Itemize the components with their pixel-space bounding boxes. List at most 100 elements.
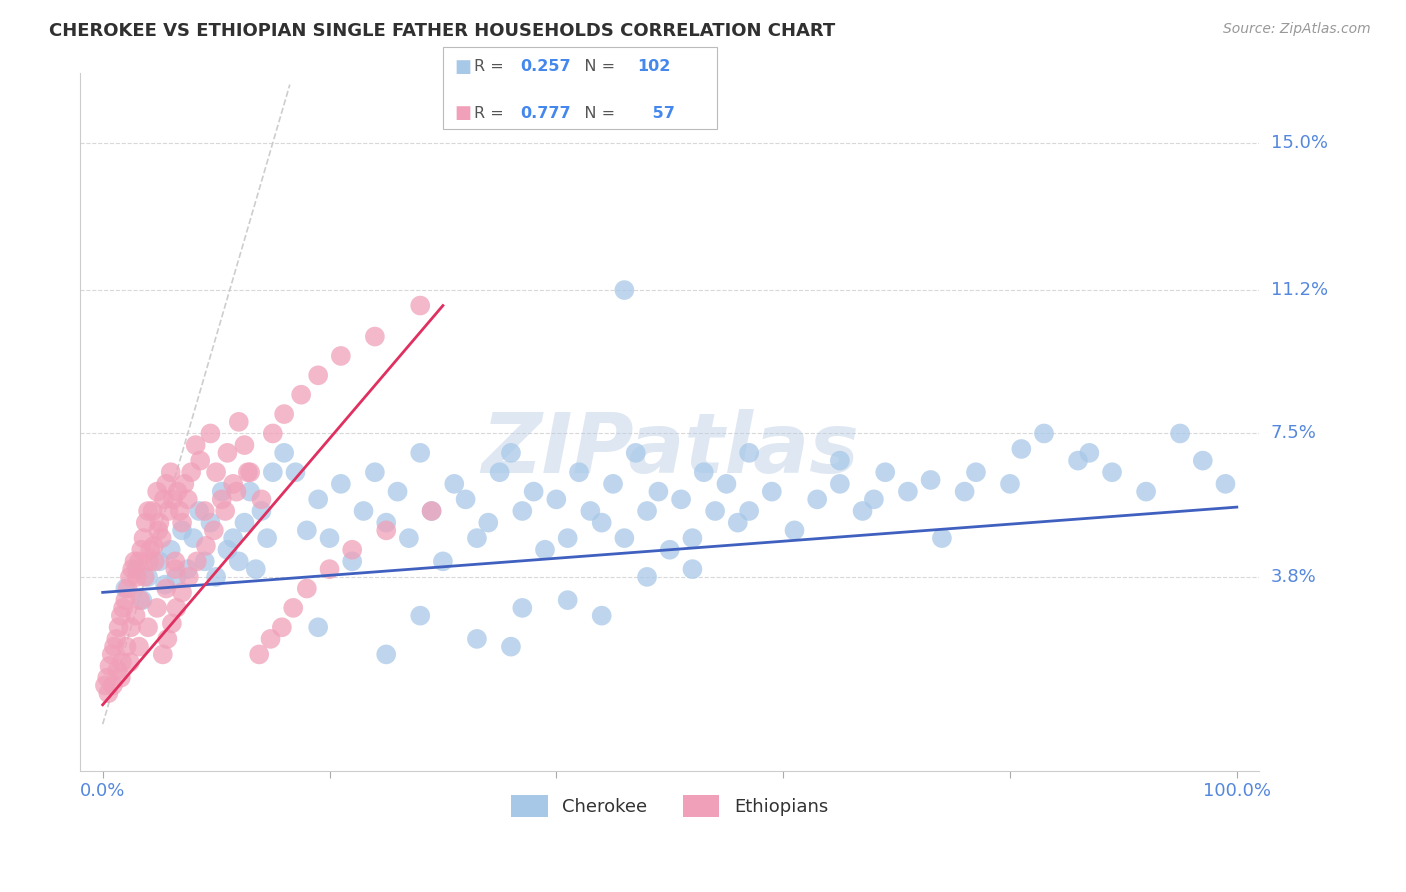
Point <box>153 492 176 507</box>
Point <box>340 554 363 568</box>
Point <box>1010 442 1032 456</box>
Point <box>340 542 363 557</box>
Point <box>120 620 142 634</box>
Point <box>228 415 250 429</box>
Point <box>375 524 398 538</box>
Point <box>364 329 387 343</box>
Point <box>194 554 217 568</box>
Point <box>101 678 124 692</box>
Point <box>783 524 806 538</box>
Point <box>828 453 851 467</box>
Text: CHEROKEE VS ETHIOPIAN SINGLE FATHER HOUSEHOLDS CORRELATION CHART: CHEROKEE VS ETHIOPIAN SINGLE FATHER HOUS… <box>49 22 835 40</box>
Point <box>245 562 267 576</box>
Point <box>233 438 256 452</box>
Point <box>129 542 152 557</box>
Text: N =: N = <box>569 106 620 120</box>
Point <box>165 554 187 568</box>
Point <box>693 465 716 479</box>
Point <box>432 554 454 568</box>
Point <box>557 593 579 607</box>
Point <box>159 465 181 479</box>
Point <box>153 577 176 591</box>
Text: 15.0%: 15.0% <box>1271 134 1327 152</box>
Point <box>658 542 681 557</box>
Point <box>568 465 591 479</box>
Point <box>510 504 533 518</box>
Point <box>222 476 245 491</box>
Point <box>1168 426 1191 441</box>
Point <box>160 616 183 631</box>
Point <box>704 504 727 518</box>
Point <box>602 476 624 491</box>
Point <box>920 473 942 487</box>
Point <box>98 659 121 673</box>
Point <box>591 516 613 530</box>
Point <box>387 484 409 499</box>
Text: 3.8%: 3.8% <box>1271 568 1316 586</box>
Point <box>318 562 340 576</box>
Text: N =: N = <box>569 60 620 74</box>
Point <box>211 484 233 499</box>
Point <box>284 465 307 479</box>
Point <box>250 492 273 507</box>
Point <box>1215 476 1237 491</box>
Point <box>222 531 245 545</box>
Point <box>143 554 166 568</box>
Point <box>112 600 135 615</box>
Point <box>136 570 159 584</box>
Point <box>613 531 636 545</box>
Point <box>295 524 318 538</box>
Point <box>669 492 692 507</box>
Point <box>307 492 329 507</box>
Point <box>409 299 432 313</box>
Point <box>953 484 976 499</box>
Point <box>211 492 233 507</box>
Point <box>177 570 200 584</box>
Point <box>499 446 522 460</box>
Point <box>1033 426 1056 441</box>
Point <box>523 484 546 499</box>
Point <box>96 671 118 685</box>
Point <box>135 516 157 530</box>
Point <box>329 476 352 491</box>
Point <box>681 562 703 576</box>
Text: Source: ZipAtlas.com: Source: ZipAtlas.com <box>1223 22 1371 37</box>
Point <box>159 542 181 557</box>
Point <box>155 582 177 596</box>
Point <box>114 582 136 596</box>
Point <box>557 531 579 545</box>
Point <box>148 524 170 538</box>
Point <box>157 504 180 518</box>
Point <box>142 504 165 518</box>
Point <box>273 407 295 421</box>
Point <box>128 554 150 568</box>
Point <box>200 516 222 530</box>
Point <box>579 504 602 518</box>
Point <box>173 476 195 491</box>
Point <box>177 562 200 576</box>
Point <box>124 554 146 568</box>
Point <box>1067 453 1090 467</box>
Point <box>761 484 783 499</box>
Point <box>681 531 703 545</box>
Point <box>290 387 312 401</box>
Point <box>443 476 465 491</box>
Point <box>183 531 205 545</box>
Point <box>152 648 174 662</box>
Point <box>107 620 129 634</box>
Point <box>716 476 738 491</box>
Point <box>613 283 636 297</box>
Point <box>225 484 247 499</box>
Point <box>105 632 128 646</box>
Point <box>591 608 613 623</box>
Point <box>329 349 352 363</box>
Point <box>148 554 170 568</box>
Point <box>353 504 375 518</box>
Point <box>233 516 256 530</box>
Point <box>165 570 187 584</box>
Point <box>510 600 533 615</box>
Text: R =: R = <box>474 106 509 120</box>
Point <box>217 446 239 460</box>
Point <box>217 542 239 557</box>
Point <box>205 465 228 479</box>
